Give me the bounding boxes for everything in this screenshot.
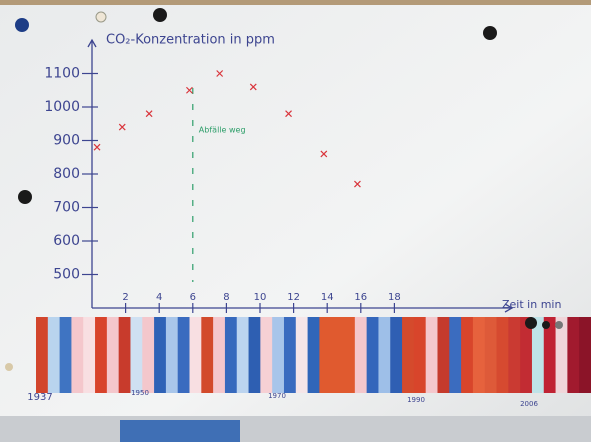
stripe (484, 317, 498, 393)
y-tick-label: 500 (53, 267, 80, 283)
magnet (18, 190, 32, 204)
magnet (525, 317, 537, 329)
board-ledge (0, 416, 591, 442)
magnet (555, 321, 563, 329)
data-point (285, 110, 292, 118)
stripe (378, 317, 391, 393)
stripe (224, 317, 238, 393)
stripe (118, 317, 131, 393)
magnet (153, 8, 167, 22)
stripe (106, 317, 120, 393)
stripe (295, 317, 309, 393)
x-tick-label: 8 (223, 292, 229, 303)
stripe (555, 317, 568, 393)
stripe-year-label: 1990 (407, 396, 425, 404)
stripe (449, 317, 462, 393)
x-tick-label: 12 (287, 292, 300, 303)
stripe (177, 317, 191, 393)
warming-stripes (36, 317, 591, 393)
x-tick-label: 18 (388, 292, 401, 303)
stripe (520, 317, 533, 393)
x-axis-arrow (504, 303, 514, 313)
data-point (118, 123, 126, 131)
stripe-year-label: 1970 (268, 392, 286, 400)
stripe (366, 317, 379, 393)
stripe (59, 317, 72, 393)
x-tick-label: 2 (122, 292, 128, 303)
magnet (15, 18, 29, 32)
stripe (425, 317, 438, 393)
stripe (36, 317, 49, 393)
stripe (165, 317, 179, 393)
magnet (542, 321, 550, 329)
stripe (47, 317, 61, 393)
data-point (93, 143, 101, 151)
stripe (95, 317, 108, 393)
stripe (508, 317, 521, 393)
stripe (71, 317, 84, 393)
x-tick-label: 14 (321, 292, 334, 303)
stripe (496, 317, 509, 393)
stripe (307, 317, 320, 393)
x-axis-title: Zeit in min (502, 298, 561, 311)
stripe (189, 317, 202, 393)
x-tick-label: 4 (156, 292, 162, 303)
stripe (354, 317, 368, 393)
magnet (5, 363, 13, 371)
y-tick-label: 600 (53, 233, 80, 249)
stripe (390, 317, 403, 393)
stripe (402, 317, 415, 393)
x-tick-label: 10 (254, 292, 267, 303)
stripe (543, 317, 557, 393)
data-point (249, 83, 257, 91)
y-tick-label: 900 (53, 133, 80, 149)
y-tick-label: 800 (53, 166, 80, 182)
background-object (120, 420, 240, 442)
stripe (331, 317, 344, 393)
y-tick-label: 1100 (44, 66, 80, 82)
data-point (320, 150, 328, 158)
x-tick-label: 16 (354, 292, 367, 303)
stripe (319, 317, 332, 393)
stripe (343, 317, 356, 393)
stripe (472, 317, 486, 393)
stripe (283, 317, 297, 393)
stripe (213, 317, 226, 393)
stripe (83, 317, 96, 393)
data-point (354, 180, 361, 188)
stripe (260, 317, 273, 393)
board-frame (0, 0, 591, 5)
stripe (272, 317, 285, 393)
stripe (142, 317, 155, 393)
stripe (130, 317, 143, 393)
data-point (216, 70, 224, 77)
stripe-year-label: 1937 (27, 392, 52, 403)
y-tick-label: 700 (53, 200, 80, 216)
y-axis-arrow (87, 38, 97, 48)
stripe-year-label: 2006 (520, 400, 538, 408)
stripe-year-label: 1950 (131, 389, 149, 397)
y-axis-title: CO₂-Konzentration in ppm (106, 33, 275, 48)
stripe (579, 317, 591, 393)
magnet (95, 11, 107, 23)
stripe (248, 317, 261, 393)
stripe (437, 317, 450, 393)
annotation-text: Abfälle weg (199, 126, 246, 135)
stripe (531, 317, 545, 393)
stripe (154, 317, 167, 393)
stripe (236, 317, 250, 393)
magnet (483, 26, 497, 40)
stripe (413, 317, 427, 393)
stripe (461, 317, 474, 393)
data-point (186, 86, 193, 94)
magnets (5, 8, 563, 371)
data-point (145, 110, 153, 118)
stripe (201, 317, 214, 393)
stripe (567, 317, 580, 393)
y-tick-label: 1000 (44, 99, 80, 115)
x-tick-label: 6 (190, 292, 196, 303)
